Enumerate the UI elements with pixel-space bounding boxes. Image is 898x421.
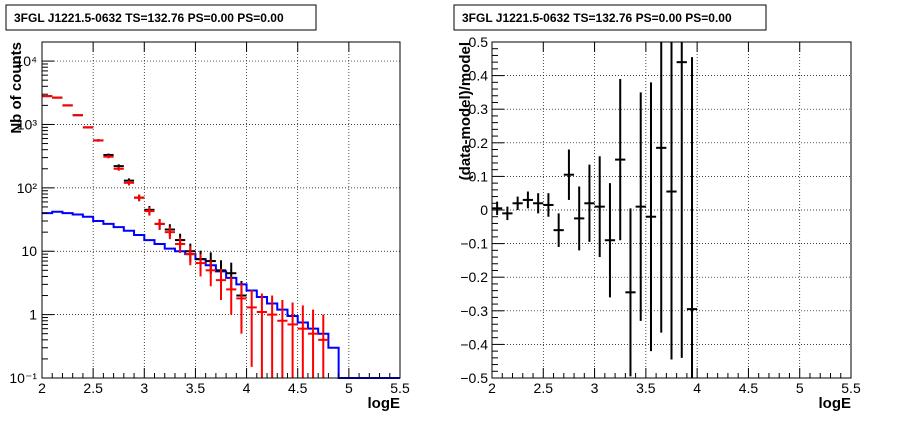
x-tick-label: 4 (693, 380, 701, 396)
model-step-line (42, 210, 400, 379)
left-ylabel: Nb of counts (8, 42, 25, 134)
right-ticks: 2 2.5 3 3.5 4 4.5 5 5.5 −0.5 −0.4 −0.3 −0.2 −0.1 0 0.1… (460, 34, 861, 396)
y-tick-label: −0.2 (460, 269, 488, 285)
right-ylabel: (data-model)/model (457, 42, 474, 180)
right-title-box (453, 4, 767, 31)
x-tick-label: 4.5 (739, 380, 759, 396)
left-chart: 3FGL J1221.5-0632 TS=132.76 PS=0.00 PS=0… (5, 4, 410, 412)
left-data (42, 95, 400, 379)
y-tick-label: 0.1 (469, 168, 489, 184)
right-grid (492, 42, 851, 378)
left-plot-frame (41, 41, 401, 379)
x-tick-label: 3 (591, 380, 599, 396)
x-tick-label: 2 (38, 380, 46, 396)
x-tick-label: 2.5 (83, 380, 103, 396)
y-tick-label: 10⁴ (15, 53, 37, 69)
x-tick-label: 2 (488, 380, 496, 396)
y-tick-label: 10⁻¹ (9, 370, 37, 386)
x-tick-label: 5.5 (390, 380, 410, 396)
x-tick-label: 3.5 (186, 380, 206, 396)
x-tick-label: 4.5 (288, 380, 308, 396)
x-tick-label: 3 (140, 380, 148, 396)
y-tick-label: −0.4 (460, 336, 488, 352)
right-xlabel: logE (819, 395, 852, 412)
y-tick-label: 10³ (17, 116, 38, 132)
y-tick-label: 0.3 (469, 101, 489, 117)
y-tick-label: 0 (480, 202, 488, 218)
x-tick-label: 4 (243, 380, 251, 396)
right-title: 3FGL J1221.5-0632 TS=132.76 PS=0.00 PS=0… (462, 11, 732, 25)
left-title: 3FGL J1221.5-0632 TS=132.76 PS=0.00 PS=0… (14, 11, 284, 25)
x-tick-label: 5 (796, 380, 804, 396)
y-tick-label: 1 (29, 307, 37, 323)
x-tick-label: 5.5 (841, 380, 861, 396)
left-plot-border (41, 41, 401, 379)
right-chart: 3FGL J1221.5-0632 TS=132.76 PS=0.00 PS=0… (453, 4, 861, 412)
y-tick-label: −0.3 (460, 303, 488, 319)
left-xlabel: logE (368, 395, 401, 412)
y-tick-label: 10 (21, 243, 37, 259)
left-title-box (5, 4, 317, 31)
x-tick-label: 3.5 (636, 380, 656, 396)
left-ticks: 2 2.5 3 3.5 4 4.5 5 5.5 10⁻¹ 1 10 10² 10³ 10⁴ (9, 42, 410, 396)
y-tick-label: 10² (17, 180, 38, 196)
right-data (492, 42, 698, 378)
x-tick-label: 5 (345, 380, 353, 396)
y-tick-label: 0.4 (469, 68, 489, 84)
y-tick-label: −0.5 (460, 370, 488, 386)
x-tick-label: 2.5 (534, 380, 554, 396)
y-tick-label: −0.1 (460, 236, 488, 252)
y-tick-label: 0.5 (469, 34, 489, 50)
y-tick-label: 0.2 (469, 135, 489, 151)
